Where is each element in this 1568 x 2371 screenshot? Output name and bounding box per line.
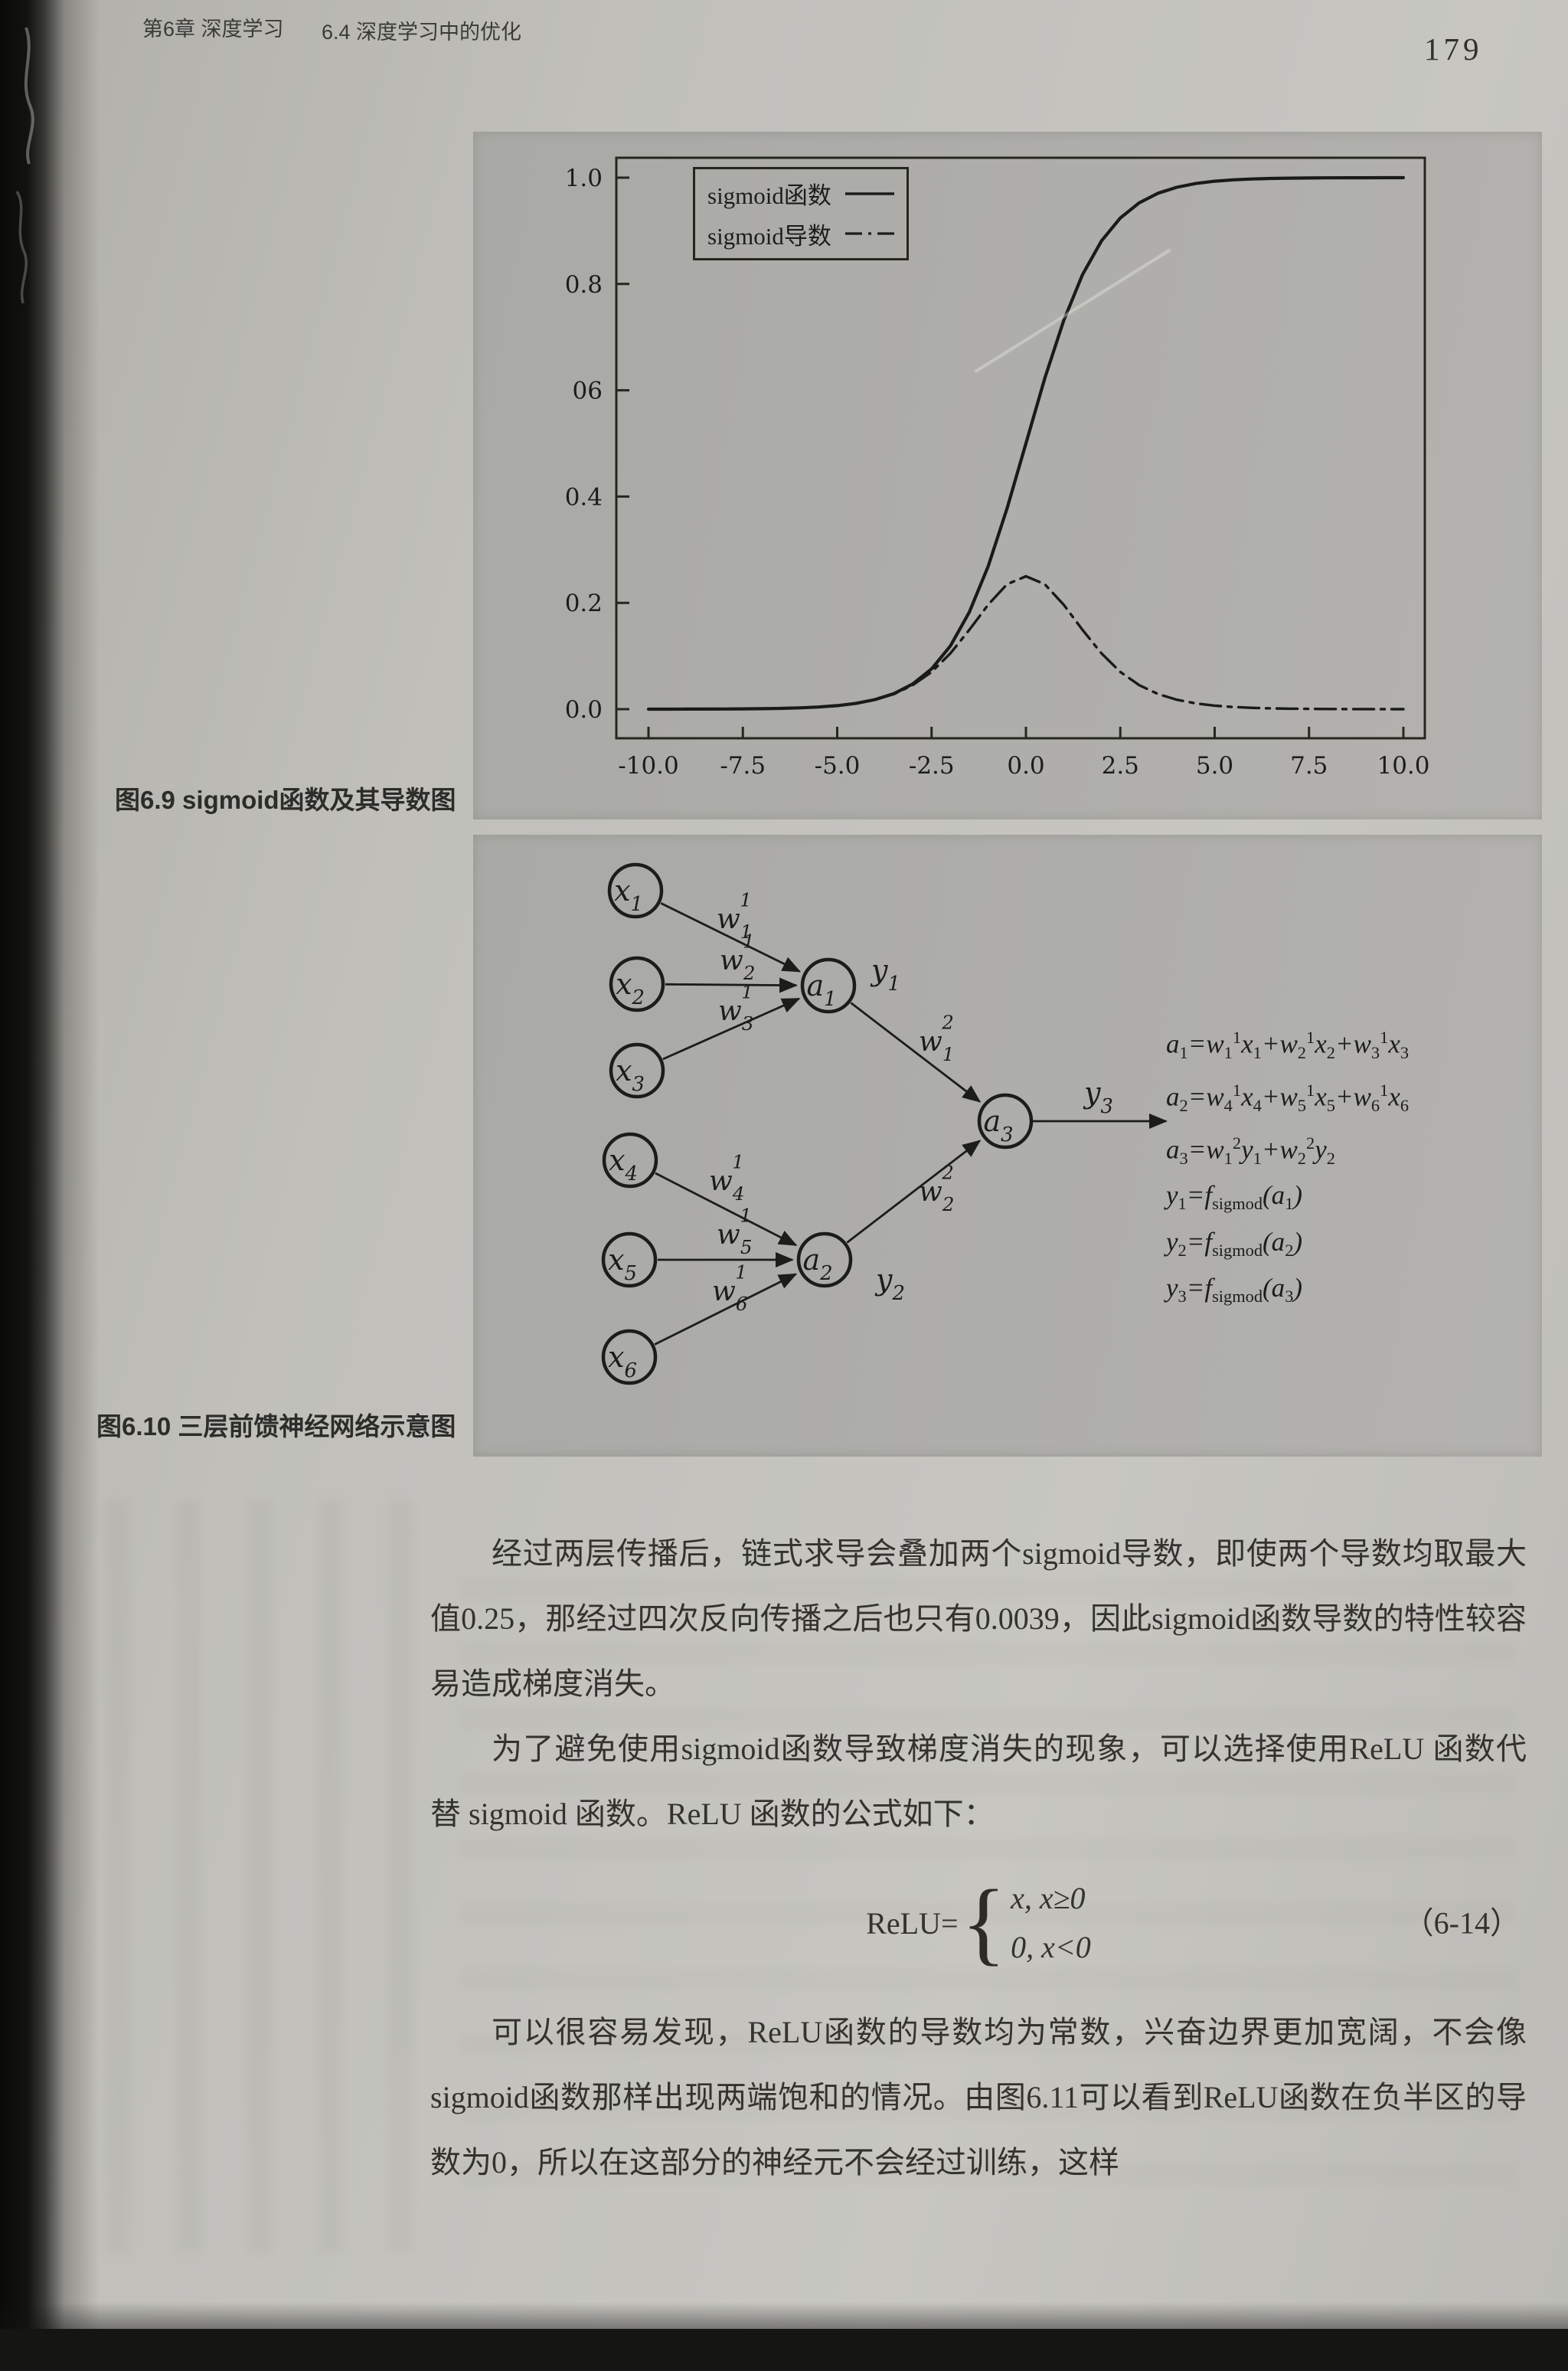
x-tick-label: 7.5 [1290,752,1328,780]
figure-sigmoid-chart-panel: -10.0 -7.5 -5.0 -2.5 0.0 2.5 5.0 7.5 10.0 0.0 0.2 0… [473,132,1542,819]
scan-edge-bar [0,2329,1568,2371]
weight-label-x3-a1: w31 [718,981,753,1035]
x-tick-label: 0.0 [1007,752,1044,780]
x-tick-label: -7.5 [720,752,766,780]
paragraph-relu-properties: 可以很容易发现，ReLU函数的导数均为常数，兴奋边界更加宽阔，不会像sigmoi… [430,2015,1527,2180]
y-tick-label: 1.0 [565,165,603,192]
node-a2 [796,1231,853,1288]
node-label-x1: x1 [614,874,643,916]
node-label-x5: x5 [608,1243,637,1285]
edge-a1-a3 [850,1002,982,1103]
chart-legend: sigmoid函数 sigmoid导数 [693,167,909,260]
y-tick-label: 0.2 [565,590,603,617]
output-label-y2: y2 [874,1263,905,1305]
equation-a1: a1=w11x1+w21x2+w31x3 [1166,1028,1410,1062]
weight-label-x1-a1: w11 [717,889,752,943]
edge-x4-a2 [655,1172,798,1247]
figure-6-9-caption: 图6.9 sigmoid函数及其导数图 [115,786,456,814]
output-label-y1: y1 [870,953,900,996]
node-x3 [609,1042,665,1099]
y-tick-label: 0.8 [565,271,603,299]
running-header-chapter: 第6章 深度学习 [142,18,284,41]
node-x4 [602,1132,658,1189]
solid-line-sample [844,192,894,195]
node-label-a2: a2 [802,1243,832,1285]
relu-case-positive: x, x≥0 [1011,1881,1086,1915]
output-label-y3: y3 [1083,1076,1113,1118]
relu-equation: ReLU= { x, x≥0 0, x<0 [866,1874,1091,1972]
weight-label-x2-a1: w21 [720,930,755,984]
equation-a3: a3=w12y1+w22y2 [1166,1133,1335,1168]
x-tick-label: 2.5 [1102,752,1139,780]
node-label-x3: x3 [616,1054,645,1096]
body-text-column: 经过两层传播后，链式求导会叠加两个sigmoid导数，即使两个导数均取最大值0.… [430,1521,1527,2195]
edge-x2-a1 [665,977,799,993]
node-label-x2: x2 [616,967,645,1009]
node-label-x4: x4 [609,1143,638,1186]
x-tick-label: 5.0 [1196,752,1233,780]
node-x2 [609,956,665,1012]
y-tick-label: 06 [573,378,603,405]
paragraph-gradient-vanishing: 经过两层传播后，链式求导会叠加两个sigmoid导数，即使两个导数均取最大值0.… [430,1536,1527,1701]
relu-case-negative: 0, x<0 [1011,1930,1091,1964]
curly-brace: { [961,1871,1007,1974]
relu-lhs: ReLU= [866,1905,959,1941]
page-bottom-shadow [0,2302,1568,2330]
edge-x1-a1 [660,902,802,973]
edge-a2-a3 [846,1140,982,1244]
equation-y3: y3=fsigmod(a3) [1166,1272,1303,1306]
weight-label-a1-a3: w12 [919,1012,954,1065]
x-tick-label: -10.0 [618,752,679,780]
edge-x6-a2 [654,1273,798,1346]
sigmoid-chart: -10.0 -7.5 -5.0 -2.5 0.0 2.5 5.0 7.5 10.0 0.0 0.2 0… [565,156,1430,780]
node-label-a1: a1 [806,969,836,1011]
equation-a2: a2=w41x4+w51x5+w61x6 [1166,1080,1410,1115]
legend-label-derivative: sigmoid导数 [707,222,831,250]
figure-6-10-caption: 图6.10 三层前馈神经网络示意图 [96,1412,456,1441]
paragraph-relu-intro: 为了避免使用sigmoid函数导致梯度消失的现象，可以选择使用ReLU 函数代替… [430,1732,1527,1831]
derivative-curve [647,574,1405,711]
network-equations: a1=w11x1+w21x2+w31x3 a2=w41x4+w51x5+w61x… [1166,1019,1534,1315]
node-a1 [800,957,857,1014]
y-tick-label: 0.4 [565,483,603,511]
node-x6 [601,1329,658,1385]
x-tick-label: -2.5 [909,752,955,780]
legend-label-sigmoid: sigmoid函数 [707,182,831,210]
equation-y2: y2=fsigmod(a2) [1166,1226,1303,1260]
relu-equation-block: ReLU= { x, x≥0 0, x<0 （6-14） [430,1846,1527,2000]
weight-label-x4-a2: w41 [709,1151,744,1205]
weight-label-a2-a3: w22 [919,1162,954,1215]
figure-network-panel: w11 w21 w31 w41 w51 w61 w12 w22 x1 x2 x3 x4 x5 x6 a1 a2… [473,835,1542,1457]
equation-number-tag: （6-14） [1403,1905,1521,1941]
book-gutter-shadow [0,0,101,2371]
running-header-section: 6.4 深度学习中的优化 [322,21,522,44]
equation-y1: y1=fsigmod(a1) [1166,1180,1303,1214]
x-tick-label: 10.0 [1377,752,1429,780]
node-label-a3: a3 [983,1104,1013,1146]
weight-label-x5-a2: w51 [717,1205,752,1258]
page-number: 179 [1424,31,1483,67]
dashdot-line-sample [844,232,894,235]
edge-x3-a1 [662,997,801,1061]
node-x5 [601,1231,658,1288]
relu-cases: x, x≥0 0, x<0 [1011,1874,1091,1972]
margin-handwriting [15,27,34,304]
y-tick-label: 0.0 [565,696,603,724]
plot-frame [615,156,1426,740]
node-a3 [977,1093,1034,1150]
x-tick-label: -5.0 [815,752,861,780]
node-x1 [607,862,664,919]
legend-row-sigmoid: sigmoid函数 [707,176,894,211]
node-label-x6: x6 [608,1340,637,1382]
weight-label-x6-a2: w61 [712,1261,747,1315]
legend-row-derivative: sigmoid导数 [707,217,894,251]
bleedthrough-smudge [107,1501,429,2252]
